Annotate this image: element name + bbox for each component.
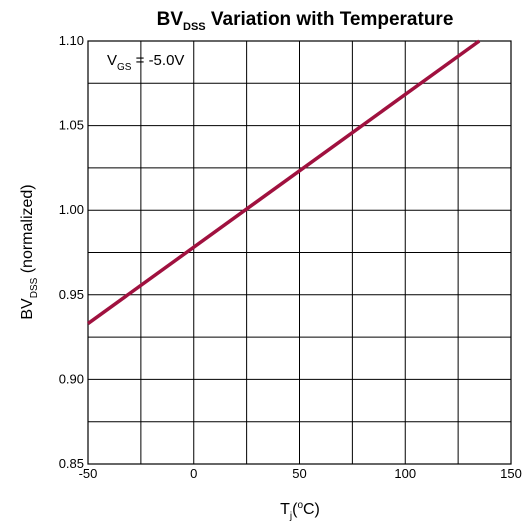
plot-frame	[87, 40, 512, 465]
y-axis-label: BVDSS (normalized)	[19, 184, 40, 319]
series-group	[86, 39, 481, 325]
annotation: VGS = -5.0V	[107, 52, 184, 73]
x-tick-label: -50	[79, 466, 98, 481]
y-tick-label: 1.05	[59, 118, 84, 133]
y-axis-label-subscript: DSS	[29, 277, 40, 298]
series-line	[86, 39, 481, 325]
x-tick-labels: -50 0 50 100 150	[79, 466, 522, 481]
x-tick-label: 100	[394, 466, 416, 481]
y-tick-label: 0.85	[59, 456, 84, 471]
y-axis-label-rest: (normalized)	[19, 184, 36, 277]
annotation-main: V	[107, 52, 117, 69]
annotation-subscript: GS	[117, 62, 132, 73]
chart-title: BVDSS Variation with Temperature	[157, 9, 454, 33]
y-tick-label: 0.95	[59, 287, 84, 302]
annotation-rest: = -5.0V	[131, 52, 184, 69]
y-tick-label: 0.90	[59, 371, 84, 386]
x-axis-label-subscript: j	[289, 511, 292, 522]
x-axis-label: Tj(oC)	[280, 500, 320, 522]
grid	[88, 41, 511, 464]
x-axis-label-rest: C)	[303, 501, 320, 518]
y-tick-labels: 0.85 0.90 0.95 1.00 1.05 1.10	[59, 33, 84, 471]
x-axis-label-main: T	[280, 501, 290, 518]
y-axis-label-main: BV	[19, 298, 36, 320]
y-tick-label: 1.00	[59, 202, 84, 217]
x-tick-label: 150	[500, 466, 522, 481]
chart-title-rest: Variation with Temperature	[206, 9, 454, 30]
chart-title-subscript: DSS	[183, 21, 206, 33]
x-axis-label-degree: o	[297, 500, 303, 511]
chart-title-main: BV	[157, 9, 184, 30]
x-tick-label: 0	[190, 466, 197, 481]
x-tick-label: 50	[292, 466, 306, 481]
x-axis-label-paren: (	[292, 501, 298, 518]
y-tick-label: 1.10	[59, 33, 84, 48]
